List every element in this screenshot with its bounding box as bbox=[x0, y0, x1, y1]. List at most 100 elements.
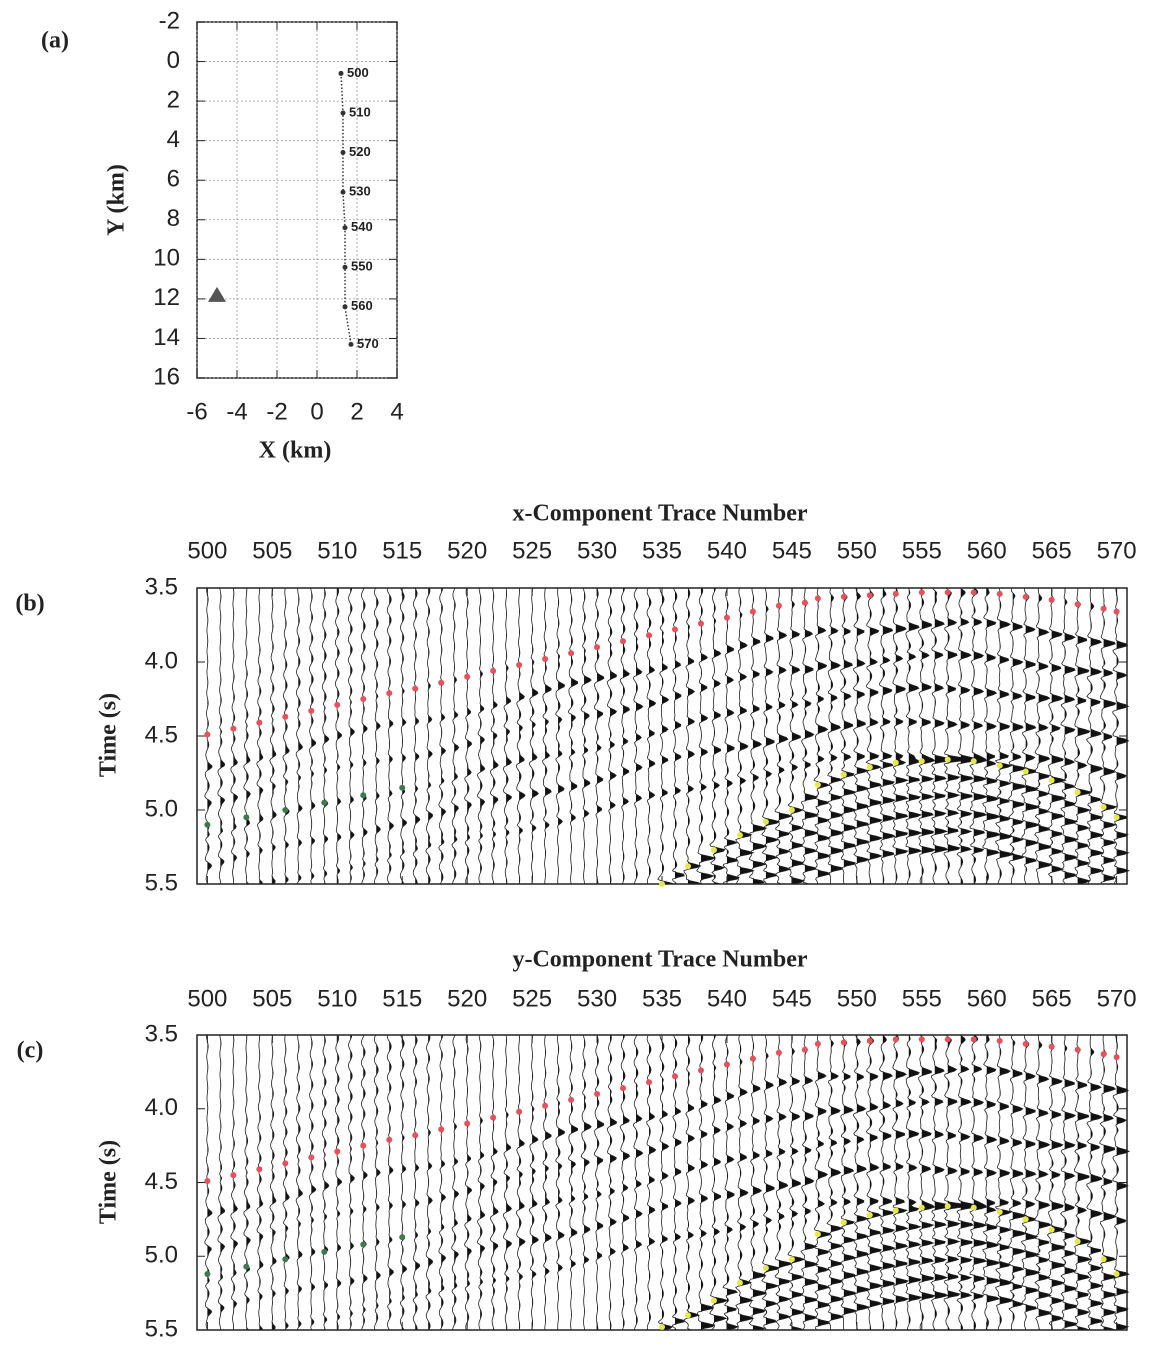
wiggle-fill bbox=[817, 588, 831, 884]
pick-dot bbox=[399, 784, 406, 791]
pick-dot bbox=[970, 758, 977, 765]
pick-dot bbox=[970, 589, 977, 596]
wiggle-line bbox=[969, 587, 989, 885]
wiggle-line bbox=[243, 587, 251, 885]
pick-dot bbox=[788, 1256, 795, 1263]
y-tick-label: 3.5 bbox=[145, 1020, 178, 1047]
pick-dot bbox=[568, 1096, 575, 1103]
receiver-label: 540 bbox=[351, 219, 373, 234]
wiggle-line bbox=[347, 1034, 355, 1331]
pick-dot bbox=[1100, 1051, 1107, 1058]
wiggle-line bbox=[918, 1034, 936, 1331]
wiggle-line bbox=[256, 1035, 264, 1331]
panel-label: (a) bbox=[41, 28, 69, 54]
pick-dot bbox=[568, 650, 575, 657]
wiggle-line bbox=[840, 587, 858, 885]
x-tick-label: 560 bbox=[967, 985, 1007, 1012]
x-tick-label: 540 bbox=[707, 537, 747, 564]
wiggle-line bbox=[943, 587, 970, 885]
wiggle-fill bbox=[1090, 1035, 1103, 1330]
receiver-dot bbox=[338, 70, 344, 76]
wiggle-fill bbox=[389, 1035, 394, 1330]
wiggle-fill bbox=[662, 588, 675, 884]
y-axis-label: Time (s) bbox=[96, 693, 122, 777]
pick-dot bbox=[334, 1148, 341, 1155]
pick-dot bbox=[1022, 1040, 1029, 1047]
x-tick-label: 520 bbox=[447, 537, 487, 564]
wiggle-fill bbox=[1038, 588, 1052, 884]
wiggle-fill bbox=[674, 1035, 685, 1330]
wiggle-fill bbox=[454, 588, 459, 884]
pick-dot bbox=[840, 1219, 847, 1226]
wiggle-fill bbox=[220, 1035, 225, 1330]
pick-dot bbox=[230, 1172, 237, 1179]
x-tick-label: 530 bbox=[577, 985, 617, 1012]
x-tick-label: 535 bbox=[642, 985, 682, 1012]
wiggle-line bbox=[451, 587, 460, 885]
pick-dot bbox=[1022, 768, 1029, 775]
pick-dot bbox=[204, 1178, 211, 1185]
pick-dot bbox=[684, 863, 691, 870]
pick-dot bbox=[360, 792, 367, 799]
wiggle-line bbox=[813, 1034, 831, 1331]
wiggle-fill bbox=[558, 1035, 565, 1330]
y-tick-label: 16 bbox=[153, 363, 180, 390]
wiggle-fill bbox=[895, 1035, 909, 1330]
wiggle-fill bbox=[960, 1035, 978, 1330]
wiggle-line bbox=[580, 587, 592, 885]
wiggle-line bbox=[269, 1034, 277, 1331]
wiggle-fill bbox=[986, 1035, 1001, 1330]
wiggle-line bbox=[1086, 1034, 1104, 1331]
pick-dot bbox=[594, 1091, 601, 1097]
wiggle-line bbox=[994, 587, 1015, 885]
wiggle-line bbox=[438, 587, 447, 885]
wiggle-fill bbox=[571, 1035, 578, 1330]
pick-dot bbox=[1100, 605, 1107, 612]
wiggle-line bbox=[295, 1035, 303, 1330]
wiggle-fill bbox=[856, 588, 869, 884]
wiggle-fill bbox=[285, 1035, 290, 1330]
wiggle-line bbox=[709, 587, 726, 885]
wiggle-line bbox=[1008, 1034, 1028, 1331]
pick-dot bbox=[944, 1036, 951, 1043]
receiver-label: 570 bbox=[357, 336, 379, 351]
wiggle-fill bbox=[960, 588, 978, 884]
pick-dot bbox=[736, 832, 743, 839]
pick-dot bbox=[749, 1055, 756, 1062]
wiggle-line bbox=[748, 588, 768, 885]
wiggle-line bbox=[555, 587, 566, 885]
wiggle-line bbox=[1060, 587, 1080, 885]
wiggle-line bbox=[956, 587, 979, 885]
wiggle-line bbox=[826, 1034, 845, 1331]
y-tick-label: 4 bbox=[167, 126, 180, 153]
wiggle-fill bbox=[1077, 588, 1091, 884]
wiggle-line bbox=[774, 587, 792, 885]
wiggle-fill bbox=[545, 1035, 552, 1330]
wiggle-line bbox=[671, 587, 685, 885]
wiggle-fill bbox=[272, 588, 277, 884]
wiggle-line bbox=[399, 587, 408, 885]
y-tick-label: 0 bbox=[167, 47, 180, 74]
wiggle-line bbox=[451, 1034, 460, 1331]
wiggle-line bbox=[801, 587, 820, 885]
source-marker bbox=[208, 286, 226, 302]
wiggle-line bbox=[865, 587, 884, 885]
y-tick-label: 6 bbox=[167, 166, 180, 193]
wiggle-line bbox=[892, 1034, 910, 1331]
wiggle-line bbox=[646, 1034, 657, 1331]
wiggle-fill bbox=[363, 1035, 368, 1330]
wiggle-fill bbox=[882, 588, 896, 884]
pick-dot bbox=[386, 690, 393, 697]
x-tick-label: 555 bbox=[902, 985, 942, 1012]
pick-dot bbox=[918, 758, 925, 765]
wiggle-fill bbox=[441, 1035, 446, 1330]
wiggle-fill bbox=[376, 1035, 381, 1330]
x-tick-label: 500 bbox=[187, 985, 227, 1012]
wiggle-line bbox=[696, 587, 716, 885]
wiggle-line bbox=[412, 1034, 421, 1331]
pick-dot bbox=[762, 1265, 769, 1272]
wiggle-line bbox=[528, 587, 539, 885]
wiggle-line bbox=[334, 587, 343, 885]
wiggle-line bbox=[528, 1034, 539, 1331]
